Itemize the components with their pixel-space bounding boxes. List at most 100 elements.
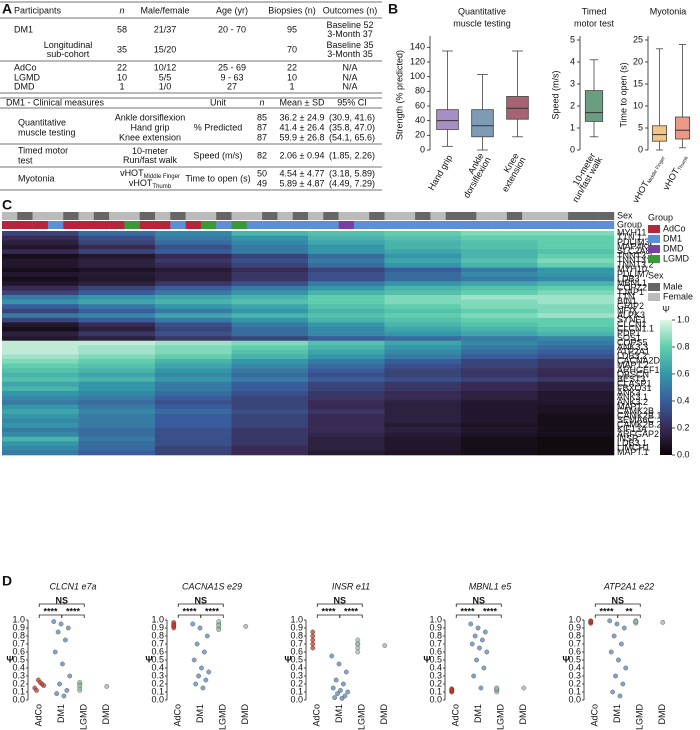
heat-cell <box>231 336 309 342</box>
legend-title: Sex <box>648 270 664 280</box>
significance: **** <box>599 606 614 616</box>
dot <box>51 619 57 624</box>
heat-cell <box>78 391 156 396</box>
sex-cell <box>93 212 110 220</box>
group-cell <box>430 221 446 229</box>
sex-cell <box>139 212 156 220</box>
heat-cell <box>537 258 615 264</box>
y-tick-label: 0.8 <box>12 630 25 640</box>
dot <box>332 695 338 700</box>
dot <box>310 645 316 651</box>
y-tick-label: 0.4 <box>151 662 164 672</box>
heat-cell <box>461 308 538 314</box>
dot <box>55 629 61 635</box>
x-tick-label: DMD <box>379 704 389 725</box>
heat-cell <box>461 359 538 364</box>
unit-label: % Predicted <box>194 122 243 132</box>
heat-cell <box>2 349 79 355</box>
sex-cell <box>78 212 94 220</box>
dot <box>104 684 110 689</box>
heat-cell <box>537 231 615 236</box>
chart-title: Quantitative <box>458 6 506 16</box>
dot <box>216 619 222 624</box>
item-n: 82 <box>257 150 267 160</box>
heat-cell <box>308 313 385 319</box>
heat-cell <box>78 253 156 259</box>
x-tick-label: LGMD <box>635 704 645 730</box>
row-label: ANK3.3 <box>617 342 648 352</box>
y-axis-label: Time to open (s) <box>618 62 628 127</box>
item-mean: 36.2 ± 24.9 <box>280 112 325 122</box>
heat-cell <box>384 295 462 300</box>
heat-cell <box>155 304 232 310</box>
row-label: CLASP1 <box>617 379 652 389</box>
y-tick-label: 0.3 <box>429 670 442 680</box>
measure-label: Myotonia <box>18 173 55 183</box>
row-label: SEMA6C <box>617 415 655 425</box>
heat-cell <box>2 418 79 424</box>
x-tick-label: LGMD <box>79 704 89 730</box>
y-tick-label: 0.9 <box>429 622 442 632</box>
heat-cell <box>308 244 385 250</box>
item-label: vHOTThumb <box>129 178 172 189</box>
heat-cell <box>78 377 156 383</box>
heat-cell <box>2 400 79 406</box>
heat-cell <box>2 231 79 236</box>
heat-cell <box>537 290 615 296</box>
colorbar-tick-label: 1.0 <box>677 314 690 324</box>
y-tick-label: 0.6 <box>290 646 303 656</box>
bracket <box>38 603 85 607</box>
heat-cell <box>461 263 538 268</box>
legend-label: AdCo <box>663 223 686 233</box>
legend-label: Female <box>663 291 693 301</box>
heat-cell <box>537 253 615 259</box>
heat-cell <box>384 336 462 342</box>
table-cell: 20 - 70 <box>218 24 246 34</box>
heat-cell <box>537 285 615 291</box>
heat-cell <box>384 400 462 406</box>
sex-cell <box>552 212 569 220</box>
heat-cell <box>231 359 309 364</box>
heat-cell <box>155 445 232 451</box>
dot <box>206 669 212 675</box>
heat-cell <box>231 368 309 374</box>
sex-cell <box>262 212 278 220</box>
heat-cell <box>2 445 79 451</box>
x-tick-label: AdCo <box>451 704 461 727</box>
heat-cell <box>537 359 615 364</box>
heat-cell <box>78 349 156 355</box>
heat-cell <box>78 363 156 369</box>
heat-cell <box>384 432 462 438</box>
group-cell <box>262 221 278 229</box>
item-label: Ankle dorsiflexion <box>115 112 186 122</box>
heat-cell <box>2 258 79 264</box>
table-cell: 3-Month 37 <box>327 29 373 39</box>
heat-cell <box>308 267 385 273</box>
dot <box>623 665 629 671</box>
group-cell <box>415 221 431 229</box>
dot <box>588 619 594 624</box>
item-mean: 41.4 ± 26.4 <box>280 122 325 132</box>
heat-cell <box>2 290 79 296</box>
dot <box>310 641 316 647</box>
heat-cell <box>537 418 615 424</box>
dot <box>329 653 335 659</box>
row-label: ALPK3 <box>617 310 645 320</box>
heat-cell <box>308 427 385 433</box>
heat-cell <box>78 290 156 296</box>
heat-cell <box>2 386 79 392</box>
heat-cell <box>461 427 538 433</box>
dot <box>52 649 58 655</box>
heat-cell <box>231 308 309 314</box>
heat-cell <box>308 404 385 410</box>
row-label: MAP4K4 <box>617 241 653 251</box>
heat-cell <box>231 240 309 246</box>
row-label: BEST3 <box>617 374 646 384</box>
heat-cell <box>231 386 309 392</box>
group-cell <box>476 221 492 229</box>
heat-cell <box>461 290 538 296</box>
sex-cell <box>445 212 462 220</box>
group-cell <box>139 221 156 229</box>
heat-cell <box>2 317 79 323</box>
